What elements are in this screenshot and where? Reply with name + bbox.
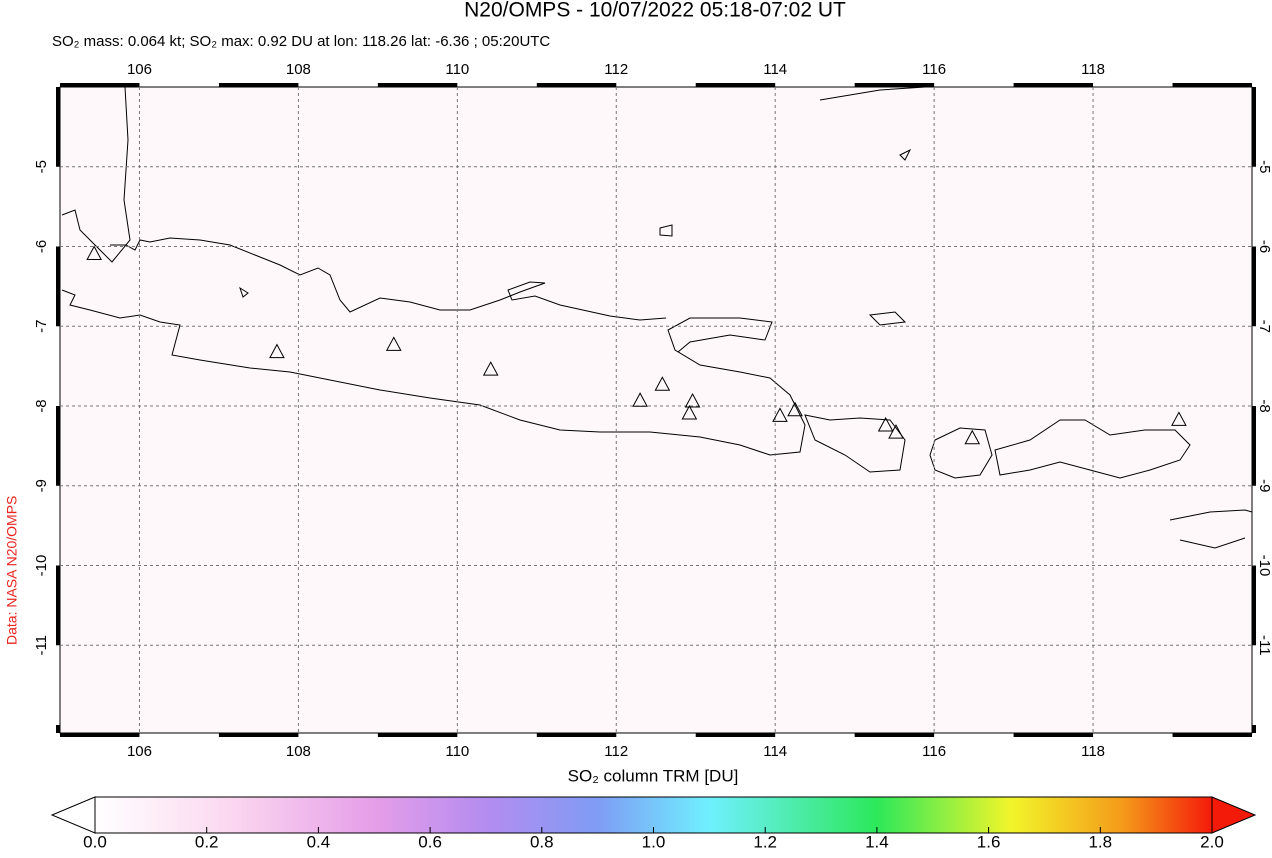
frame-band — [536, 733, 617, 737]
x-tick-label: 110 — [445, 61, 469, 78]
y-tick-label: -6 — [1256, 240, 1272, 253]
x-tick-label: 106 — [127, 61, 152, 78]
x-tick-label: 112 — [604, 61, 628, 78]
volcano — [964, 429, 981, 445]
colorbar-label: SO₂ column TRM [DU] — [568, 766, 739, 785]
frame-band — [854, 733, 935, 737]
y-tick-label: -7 — [1256, 320, 1272, 333]
frame-band — [1013, 733, 1094, 737]
y-tick-label: -5 — [33, 160, 50, 173]
frame-band — [1252, 565, 1256, 646]
x-tick-label: 114 — [763, 743, 787, 760]
x-tick-label: 114 — [763, 61, 787, 78]
frame-band — [377, 83, 458, 87]
colorbar-min-arrow — [50, 796, 96, 834]
colorbar-tick-label: 0.6 — [418, 832, 442, 851]
frame-band — [854, 83, 935, 87]
frame-band — [60, 83, 140, 87]
y-tick-label: -10 — [1256, 555, 1272, 577]
volcano — [681, 404, 698, 420]
y-tick-label: -7 — [33, 320, 50, 333]
frame-band — [377, 733, 458, 737]
colorbar-tick-label: 1.0 — [642, 832, 666, 851]
chart-subtitle: SO₂ mass: 0.064 kt; SO₂ max: 0.92 DU at … — [52, 33, 550, 50]
x-tick-label: 116 — [922, 61, 946, 78]
frame-band — [218, 733, 299, 737]
frame-band — [56, 246, 60, 327]
frame-band — [1252, 725, 1256, 733]
y-tick-label: -10 — [33, 555, 50, 577]
volcano — [772, 407, 788, 422]
colorbar-tick-label: 2.0 — [1200, 832, 1224, 851]
frame-band — [1172, 83, 1252, 87]
colorbar-tick-label: 0.0 — [83, 832, 107, 851]
volcano — [787, 401, 803, 417]
frame-band — [536, 83, 617, 87]
volcano — [877, 416, 894, 432]
frame-band — [56, 87, 60, 167]
volcano — [86, 245, 103, 260]
volcano — [269, 343, 285, 359]
colorbar-max-arrow — [1211, 796, 1257, 834]
y-tick-label: -8 — [1256, 399, 1272, 412]
map-background — [60, 87, 1252, 733]
colorbar-tick-label: 1.2 — [753, 832, 777, 851]
volcano — [888, 424, 904, 439]
volcano — [684, 392, 701, 408]
frame-band — [1172, 733, 1252, 737]
frame-band — [1013, 83, 1094, 87]
colorbar-tick-label: 1.8 — [1088, 832, 1112, 851]
volcano — [482, 361, 499, 376]
colorbar-tick-label: 0.8 — [530, 832, 554, 851]
frame-band — [60, 733, 140, 737]
frame-band — [56, 406, 60, 486]
frame-band — [1252, 246, 1256, 327]
x-tick-label: 116 — [922, 743, 946, 760]
x-tick-label: 112 — [604, 743, 628, 760]
volcano — [385, 336, 402, 351]
frame-band — [218, 83, 299, 87]
y-tick-label: -11 — [33, 635, 50, 656]
y-tick-label: -9 — [1256, 479, 1272, 492]
colorbar-tick-label: 0.4 — [307, 832, 331, 851]
frame-band — [56, 725, 60, 733]
volcano — [1171, 411, 1187, 426]
colorbar-tick-label: 0.2 — [195, 832, 219, 851]
y-tick-label: -5 — [1256, 160, 1272, 173]
volcano — [632, 392, 648, 407]
frame-band — [695, 83, 776, 87]
credit: Data: NASA N20/OMPS — [4, 496, 20, 645]
y-tick-label: -8 — [33, 399, 50, 412]
frame-band — [1252, 87, 1256, 167]
y-tick-label: -11 — [1256, 635, 1272, 656]
frame-band — [56, 565, 60, 646]
volcano — [654, 376, 671, 391]
x-tick-label: 106 — [127, 743, 152, 760]
coastlines — [61, 86, 1253, 549]
x-tick-label: 110 — [445, 743, 469, 760]
frame-bands — [56, 83, 1256, 737]
chart-title: N20/OMPS - 10/07/2022 05:18-07:02 UT — [464, 0, 846, 22]
colorbar-tick-label: 1.4 — [865, 832, 889, 851]
frame-band — [695, 733, 776, 737]
x-tick-label: 108 — [286, 61, 311, 78]
frame-band — [1252, 406, 1256, 486]
x-tick-label: 118 — [1081, 743, 1105, 760]
y-tick-label: -9 — [33, 479, 50, 492]
map-frame — [59, 86, 1253, 734]
colorbar-tick-label: 1.6 — [977, 832, 1001, 851]
y-tick-label: -6 — [33, 240, 50, 253]
x-tick-label: 108 — [286, 743, 311, 760]
x-tick-label: 118 — [1081, 61, 1105, 78]
